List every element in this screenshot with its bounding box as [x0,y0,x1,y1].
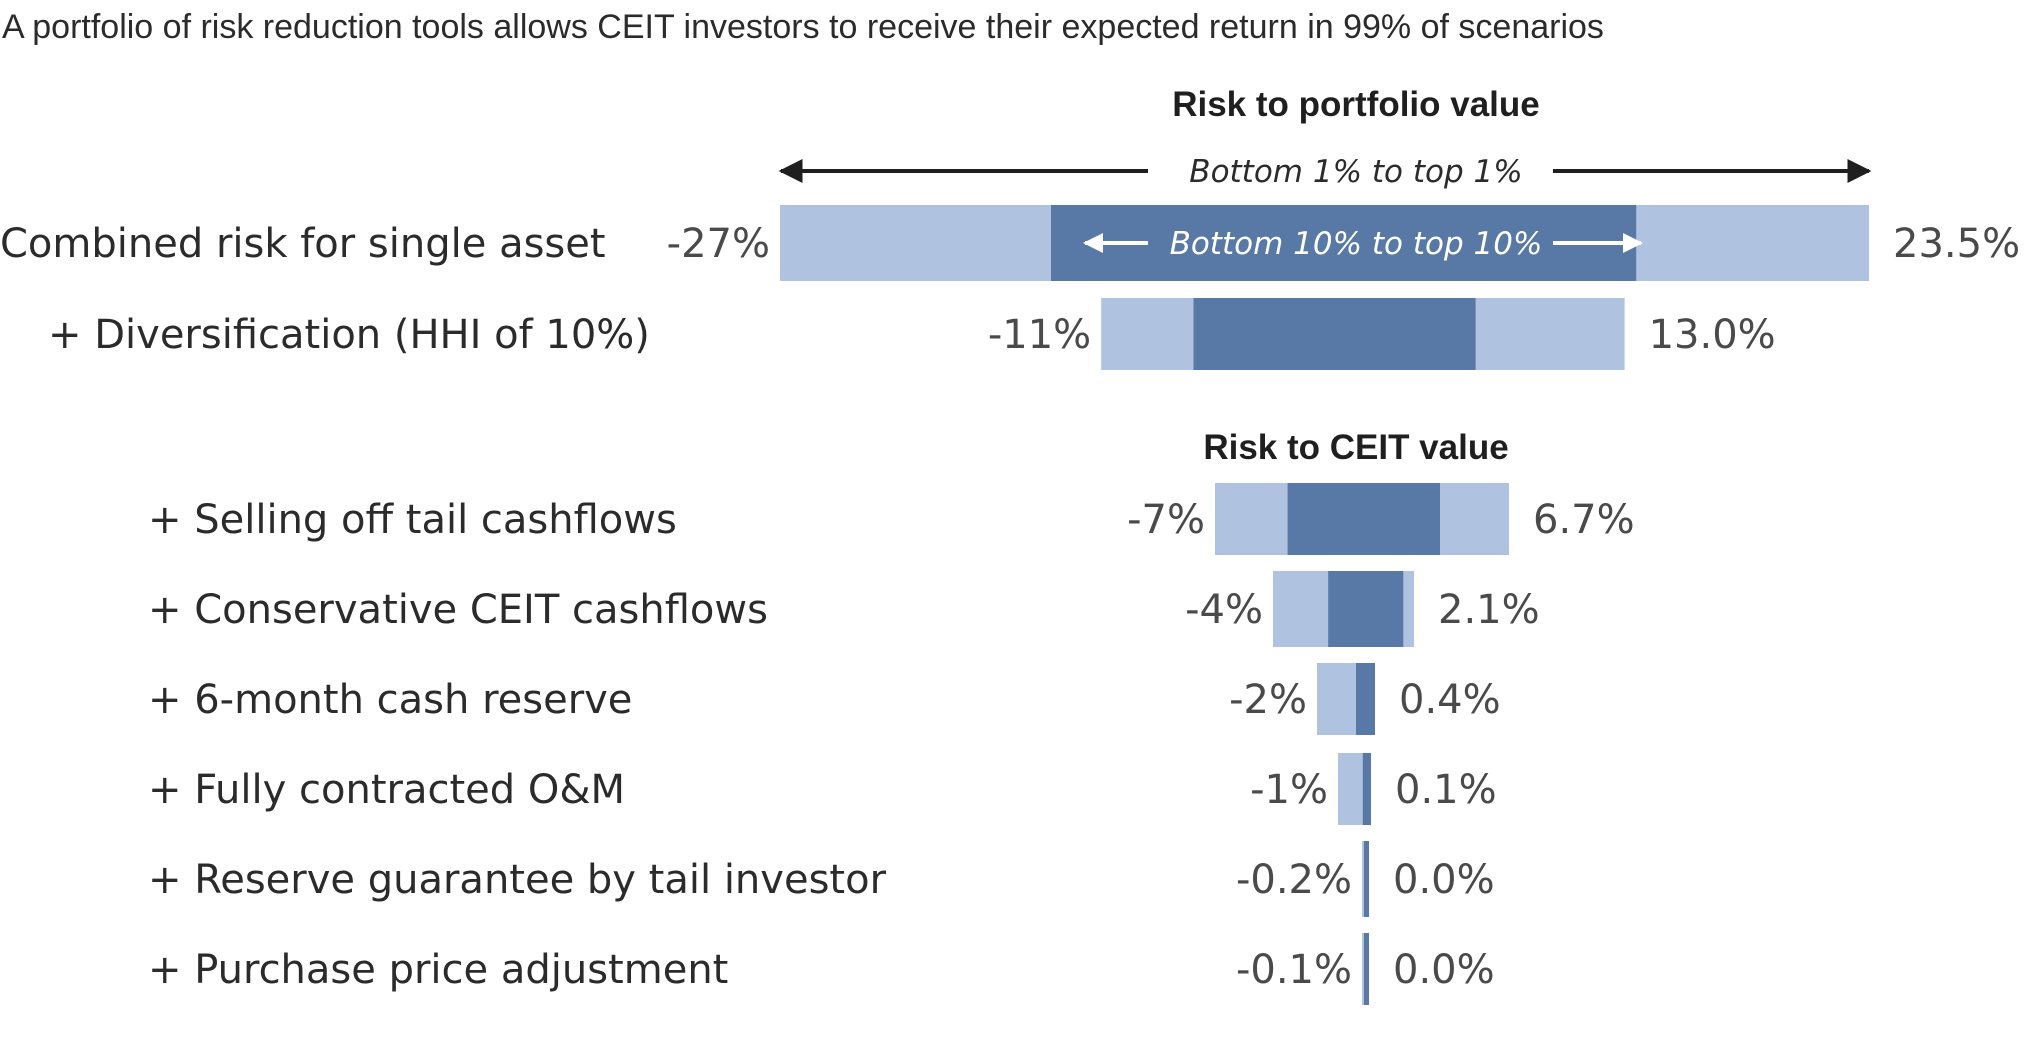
high-value-label-6: 0.1% [1395,767,1497,813]
high-value-label-7: 0.0% [1393,857,1495,903]
bar-inner-3 [1287,483,1440,555]
bar-inner-2 [1193,298,1476,370]
bar-inner-5 [1356,663,1375,735]
inner-range-label: Bottom 10% to top 10% [1170,226,1543,262]
high-value-label-8: 0.0% [1393,947,1495,993]
row-label-4: + Conservative CEIT cashflows [148,587,768,633]
section-title-portfolio: Risk to portfolio value [1172,85,1540,124]
row-label-7: + Reserve guarantee by tail investor [148,857,887,903]
bars-group [780,205,1869,1005]
bar-inner-1 [1051,205,1637,281]
section-title-ceit: Risk to CEIT value [1203,428,1508,467]
high-value-label-4: 2.1% [1438,587,1540,633]
high-value-label-1: 23.5% [1893,221,2020,267]
low-value-label-1: -27% [667,221,770,267]
row-label-2: + Diversification (HHI of 10%) [48,312,650,358]
bar-inner-8 [1364,933,1369,1005]
low-value-label-7: -0.2% [1236,857,1352,903]
high-value-label-3: 6.7% [1533,497,1635,543]
value-labels-group: -27% 23.5% -11% 13.0% -7% 6.7% -4% 2.1% -2% 0.4% -… [667,221,2020,993]
row-label-3: + Selling off tail cashflows [148,497,677,543]
low-value-label-2: -11% [988,312,1091,358]
row-labels-group: Combined risk for single asset + Diversif… [0,221,887,993]
row-label-1: Combined risk for single asset [0,221,606,267]
low-value-label-6: -1% [1250,767,1328,813]
low-value-label-8: -0.1% [1236,947,1352,993]
row-label-6: + Fully contracted O&M [148,767,625,813]
high-value-label-5: 0.4% [1399,677,1501,723]
high-value-label-2: 13.0% [1649,312,1776,358]
bar-inner-4 [1328,571,1404,647]
low-value-label-5: -2% [1229,677,1307,723]
outer-range-label: Bottom 1% to top 1% [1189,154,1522,190]
chart-title: A portfolio of risk reduction tools allo… [2,8,1604,46]
low-value-label-3: -7% [1127,497,1205,543]
row-label-5: + 6-month cash reserve [148,677,632,723]
row-label-8: + Purchase price adjustment [148,947,728,993]
bar-inner-6 [1362,753,1371,825]
low-value-label-4: -4% [1185,587,1263,633]
bar-inner-7 [1364,841,1369,917]
